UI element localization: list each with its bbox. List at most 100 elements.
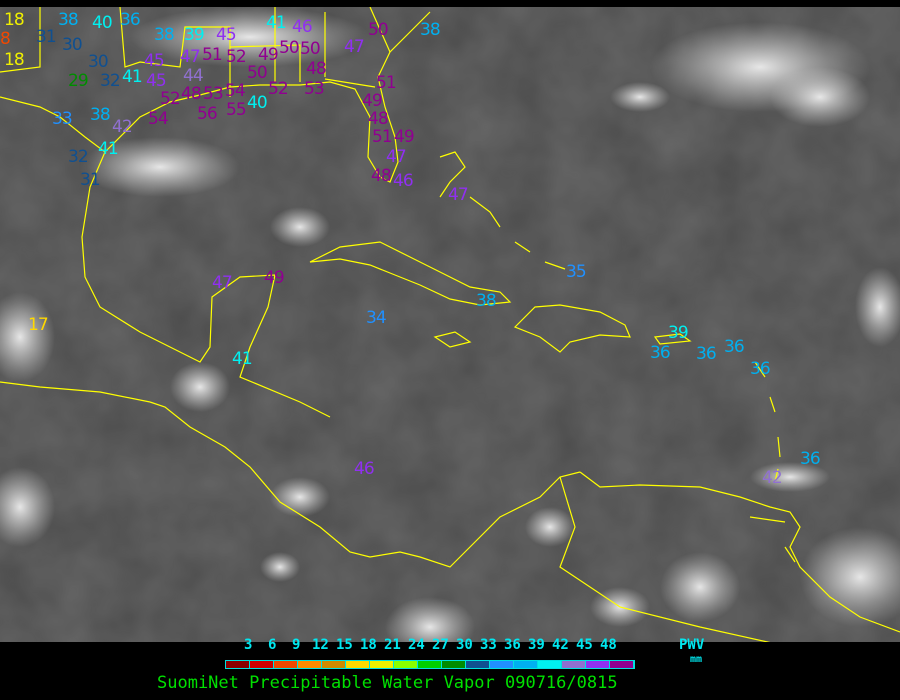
station-pwv-value: 46 xyxy=(354,459,375,479)
station-pwv-value: 52 xyxy=(160,89,181,109)
cuba xyxy=(309,241,512,306)
color-swatch xyxy=(610,661,634,668)
cloud xyxy=(385,597,475,642)
gulf-coast xyxy=(0,11,431,183)
image-title: SuomiNet Precipitable Water Vapor 090716… xyxy=(157,673,618,693)
legend-variable: PWV xyxy=(679,637,705,653)
color-swatch xyxy=(322,661,346,668)
bahamas xyxy=(439,151,566,270)
station-pwv-value: 41 xyxy=(122,67,143,87)
cloud-layer xyxy=(0,7,900,642)
station-pwv-value: 38 xyxy=(90,105,111,125)
hispaniola xyxy=(513,304,631,353)
station-pwv-value: 39 xyxy=(668,323,689,343)
color-swatch xyxy=(562,661,586,668)
station-pwv-value: 50 xyxy=(368,20,389,40)
station-pwv-value: 49 xyxy=(258,45,279,65)
station-pwv-value: 47 xyxy=(180,47,201,67)
legend-unit: mm xyxy=(690,654,703,665)
station-pwv-value: 49 xyxy=(394,127,415,147)
station-pwv-value: 34 xyxy=(366,308,387,328)
station-pwv-value: 36 xyxy=(696,344,717,364)
station-pwv-value: 41 xyxy=(98,139,119,159)
station-pwv-value: 49 xyxy=(264,268,285,288)
station-pwv-value: 56 xyxy=(197,104,218,124)
mexico-coast xyxy=(81,151,331,418)
station-pwv-value: 47 xyxy=(448,185,469,205)
central-america xyxy=(149,401,581,568)
station-pwv-value: 39 xyxy=(184,25,205,45)
station-pwv-value: 53 xyxy=(304,79,325,99)
station-pwv-value: 55 xyxy=(226,100,247,120)
station-pwv-value: 18 xyxy=(4,10,25,30)
color-swatch xyxy=(466,661,490,668)
station-pwv-value: 44 xyxy=(183,66,204,86)
station-pwv-value: 46 xyxy=(292,17,313,37)
cloud xyxy=(0,467,55,547)
station-pwv-value: 51 xyxy=(372,127,393,147)
station-pwv-value: 8 xyxy=(0,29,11,49)
station-pwv-value: 51 xyxy=(376,73,397,93)
color-swatch xyxy=(226,661,250,668)
station-pwv-value: 45 xyxy=(144,51,165,71)
us-states xyxy=(0,7,391,97)
cloud xyxy=(800,527,900,627)
station-pwv-value: 52 xyxy=(268,79,289,99)
legend-tick-label: 9 xyxy=(292,637,301,653)
cloud xyxy=(610,82,670,112)
station-pwv-value: 38 xyxy=(154,25,175,45)
boundaries xyxy=(0,7,900,642)
station-pwv-value: 38 xyxy=(476,291,497,311)
legend-tick-label: 15 xyxy=(336,637,353,653)
station-pwv-value: 32 xyxy=(68,147,89,167)
station-pwv-value: 42 xyxy=(762,468,783,488)
station-pwv-value: 36 xyxy=(120,10,141,30)
cloud xyxy=(270,477,330,517)
legend-tick-label: 48 xyxy=(600,637,617,653)
cloud xyxy=(525,507,575,547)
cloud xyxy=(0,292,55,382)
cloud xyxy=(80,137,240,197)
color-swatch xyxy=(586,661,610,668)
color-swatch xyxy=(490,661,514,668)
station-pwv-value: 54 xyxy=(148,109,169,129)
cloud xyxy=(130,7,370,67)
legend-tick-label: 30 xyxy=(456,637,473,653)
station-pwv-value: 36 xyxy=(650,343,671,363)
station-pwv-value: 36 xyxy=(724,337,745,357)
legend-tick-label: 45 xyxy=(576,637,593,653)
station-pwv-value: 46 xyxy=(393,171,414,191)
station-pwv-value: 48 xyxy=(368,109,389,129)
color-swatch xyxy=(346,661,370,668)
station-pwv-value: 45 xyxy=(146,71,167,91)
legend xyxy=(0,642,900,700)
color-swatch xyxy=(442,661,466,668)
color-swatch xyxy=(298,661,322,668)
jamaica xyxy=(433,331,472,348)
color-swatch xyxy=(370,661,394,668)
station-pwv-value: 32 xyxy=(100,71,121,91)
legend-tick-label: 33 xyxy=(480,637,497,653)
station-pwv-value: 47 xyxy=(344,37,365,57)
legend-tick-label: 21 xyxy=(384,637,401,653)
station-pwv-value: 41 xyxy=(232,349,253,369)
cloud xyxy=(750,462,830,492)
color-swatch xyxy=(274,661,298,668)
station-pwv-value: 30 xyxy=(62,35,83,55)
station-pwv-value: 33 xyxy=(52,109,73,129)
station-pwv-value: 47 xyxy=(212,273,233,293)
legend-tick-label: 6 xyxy=(268,637,277,653)
color-swatch xyxy=(538,661,562,668)
cloud xyxy=(170,362,230,412)
station-pwv-value: 36 xyxy=(750,359,771,379)
station-pwv-value: 35 xyxy=(566,262,587,282)
station-pwv-value: 45 xyxy=(216,25,237,45)
south-america-border xyxy=(559,476,771,642)
color-swatch xyxy=(394,661,418,668)
legend-tick-label: 42 xyxy=(552,637,569,653)
station-pwv-value: 50 xyxy=(300,39,321,59)
station-pwv-value: 18 xyxy=(4,50,25,70)
puerto-rico xyxy=(653,333,692,345)
station-pwv-value: 17 xyxy=(28,315,49,335)
